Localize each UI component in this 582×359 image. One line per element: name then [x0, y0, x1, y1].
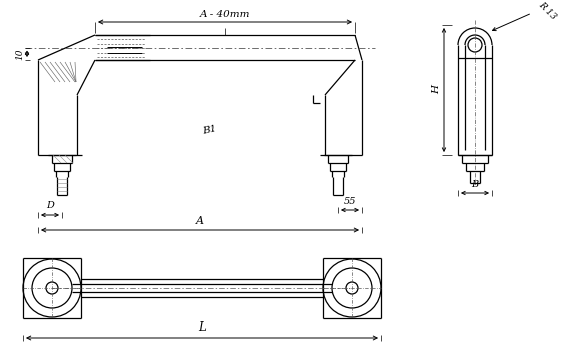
Text: A - 40mm: A - 40mm — [200, 10, 250, 19]
Text: R 13: R 13 — [537, 0, 558, 22]
Text: H: H — [432, 85, 441, 94]
Text: A: A — [196, 216, 204, 226]
Text: L: L — [198, 321, 206, 334]
Text: B: B — [471, 180, 478, 189]
Text: B1: B1 — [202, 124, 218, 136]
Text: 10: 10 — [15, 48, 24, 60]
Text: D: D — [46, 201, 54, 210]
Text: 55: 55 — [344, 197, 356, 206]
